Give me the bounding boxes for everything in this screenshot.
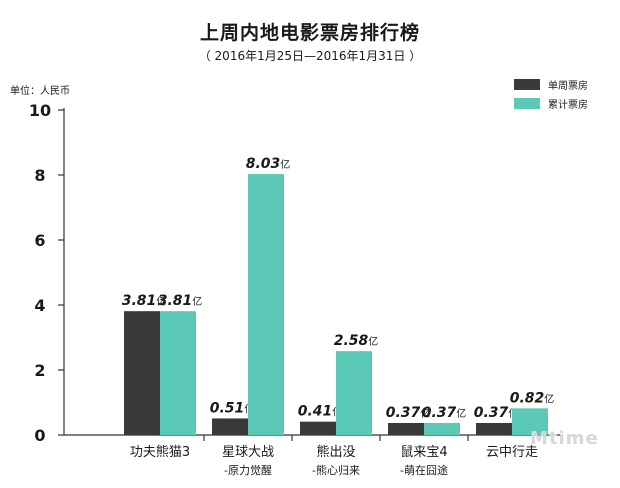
y-tick-label: 6	[34, 231, 45, 250]
bar-weekly	[388, 422, 424, 435]
bar-total	[512, 408, 548, 435]
y-tick-label: 0	[34, 426, 45, 445]
data-label: 0.37亿	[474, 405, 519, 421]
bar-total	[160, 311, 196, 435]
data-label: 2.58亿	[334, 333, 379, 349]
data-label: 0.51亿	[210, 400, 255, 416]
unit-label: 单位：人民币	[10, 86, 70, 97]
data-label: 8.03亿	[246, 156, 291, 172]
y-tick-label: 10	[29, 101, 51, 120]
watermark-logo: Mtime	[530, 428, 599, 449]
bar-total	[336, 351, 372, 435]
data-label: 3.81亿	[122, 293, 167, 309]
legend-weekly-swatch	[514, 79, 540, 90]
y-tick-label: 8	[34, 166, 45, 185]
bar-total	[248, 174, 284, 435]
data-label: 0.37亿	[386, 405, 431, 421]
bar-weekly	[300, 421, 336, 435]
chart-title: 上周内地电影票房排行榜	[199, 22, 420, 44]
bar-weekly	[476, 422, 512, 435]
y-tick-label: 2	[34, 361, 45, 380]
data-label: 0.82亿	[510, 390, 555, 406]
bar-weekly	[124, 311, 160, 435]
legend-weekly-label: 单周票房	[548, 81, 588, 92]
x-tick-label: 功夫熊猫3	[130, 444, 190, 460]
x-tick-label: 鼠来宝4	[400, 445, 447, 460]
x-tick-label: 星球大战	[222, 445, 274, 460]
bar-total	[424, 422, 460, 435]
data-label: 0.37亿	[422, 405, 467, 421]
data-label: 3.81亿	[158, 293, 203, 309]
y-tick-label: 4	[34, 296, 45, 315]
x-tick-sublabel: -原力觉醒	[224, 464, 272, 477]
chart-subtitle: （ 2016年1月25日—2016年1月31日 ）	[198, 49, 422, 63]
legend-weekly: 单周票房	[514, 77, 588, 92]
x-tick-label: 云中行走	[486, 445, 538, 460]
legend-total-swatch	[514, 98, 540, 109]
x-tick-sublabel: -萌在囧途	[400, 463, 448, 477]
data-label: 0.41亿	[298, 404, 343, 420]
legend-total: 累计票房	[514, 96, 588, 111]
legend-total-label: 累计票房	[548, 100, 588, 111]
x-tick-label: 熊出没	[316, 444, 355, 460]
x-tick-sublabel: -熊心归来	[312, 463, 360, 477]
bar-weekly	[212, 418, 248, 435]
